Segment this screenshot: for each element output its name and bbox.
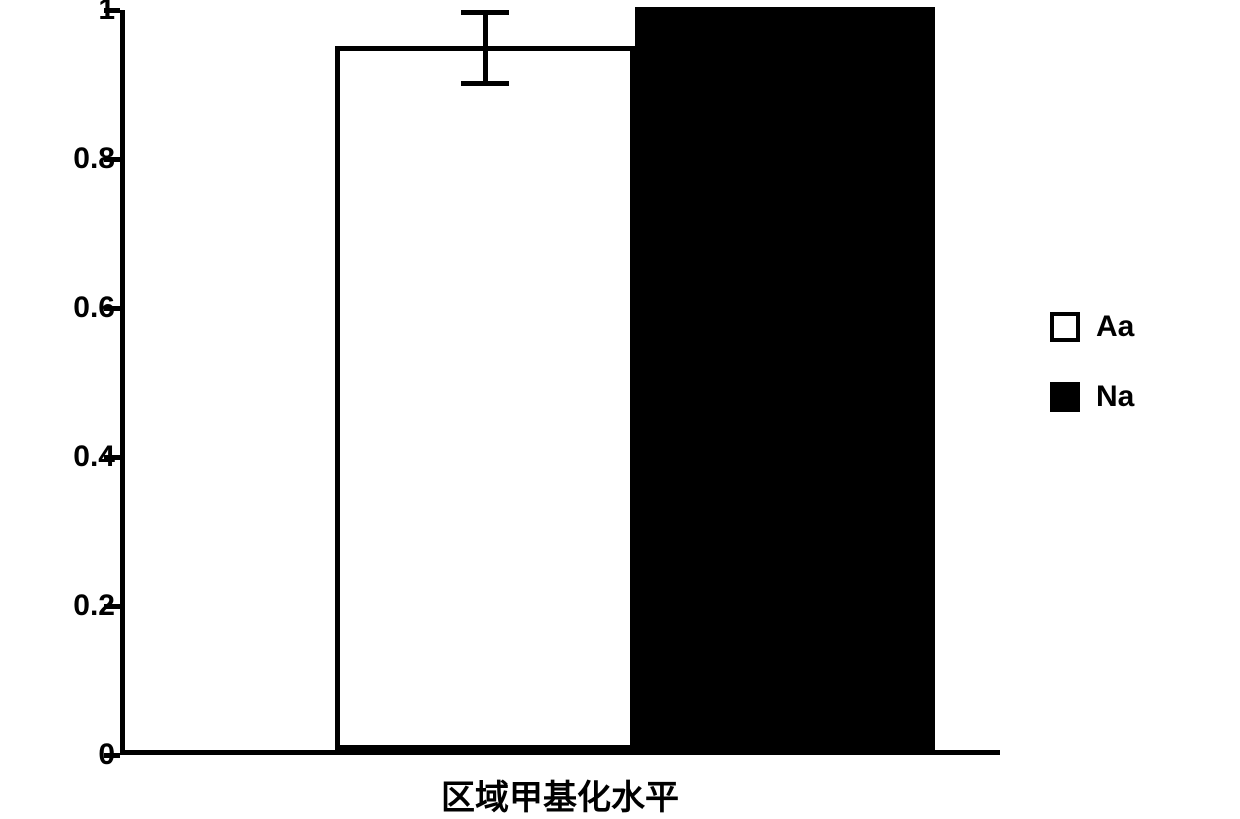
error-bar-cap-top (461, 10, 509, 15)
y-tick-label: 0.8 (20, 142, 115, 176)
legend-item: Aa (1050, 310, 1134, 344)
legend-swatch-open (1050, 312, 1080, 342)
x-axis (120, 750, 1000, 755)
legend-label: Aa (1096, 310, 1134, 344)
plot-area (120, 10, 1000, 755)
y-tick-label: 0.4 (20, 440, 115, 474)
bar-Na (635, 7, 935, 751)
legend-swatch-solid (1050, 382, 1080, 412)
error-bar (483, 12, 488, 83)
y-tick-label: 1 (20, 0, 115, 27)
bar-Aa (335, 46, 635, 750)
legend: Aa Na (1050, 310, 1134, 450)
x-axis-title: 区域甲基化水平 (120, 770, 1000, 819)
legend-label: Na (1096, 380, 1134, 414)
y-axis (120, 10, 125, 755)
y-tick-label: 0 (20, 738, 115, 772)
y-tick-label: 0.6 (20, 291, 115, 325)
error-bar-cap-bottom (461, 81, 509, 86)
bar-chart: 0 0.2 0.4 0.6 0.8 1 区域甲基化水平 Aa Na (20, 0, 1220, 818)
legend-item: Na (1050, 380, 1134, 414)
y-tick-label: 0.2 (20, 589, 115, 623)
